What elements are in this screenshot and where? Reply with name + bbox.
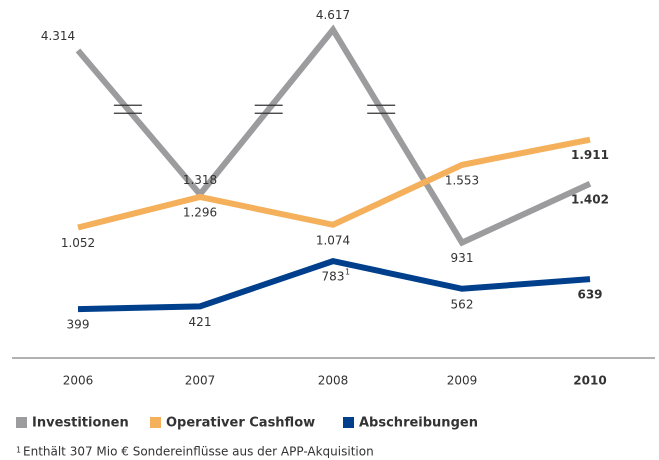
data-label: 1.402: [571, 192, 609, 206]
data-label: 1.911: [571, 148, 609, 162]
legend-label: Investitionen: [32, 416, 129, 431]
x-tick-label: 2008: [318, 374, 349, 388]
series-line: [75, 24, 592, 247]
data-label: 639: [577, 288, 602, 302]
data-label: 1.296: [183, 206, 217, 220]
x-tick-label: 2006: [63, 374, 94, 388]
series-line: [77, 136, 591, 231]
legend-swatch: [16, 417, 27, 428]
data-label: 1.553: [445, 173, 479, 187]
data-label: 4.314: [41, 29, 75, 43]
data-label: 1.052: [61, 236, 95, 250]
data-label: 931: [451, 251, 474, 265]
footnote: Enthält 307 Mio € Sondereinflüsse aus de…: [23, 445, 374, 459]
data-label: 4.617: [316, 8, 350, 22]
x-tick-label: 2009: [447, 374, 478, 388]
legend-swatch: [150, 417, 161, 428]
x-tick-label: 2010: [573, 374, 606, 388]
x-tick-label: 2007: [185, 374, 216, 388]
legend-swatch: [343, 417, 354, 428]
data-label: 399: [67, 318, 90, 332]
footnote-marker: 1: [16, 446, 21, 455]
data-label: 421: [189, 315, 212, 329]
data-label: 1.318: [183, 173, 217, 187]
legend-label: Abschreibungen: [359, 416, 478, 431]
data-label: 1.074: [316, 233, 350, 247]
data-label: 783: [322, 270, 345, 284]
data-label: 562: [451, 297, 474, 311]
annotation-marker: 1: [345, 268, 350, 277]
series-line: [77, 258, 591, 313]
legend-label: Operativer Cashflow: [166, 416, 315, 431]
